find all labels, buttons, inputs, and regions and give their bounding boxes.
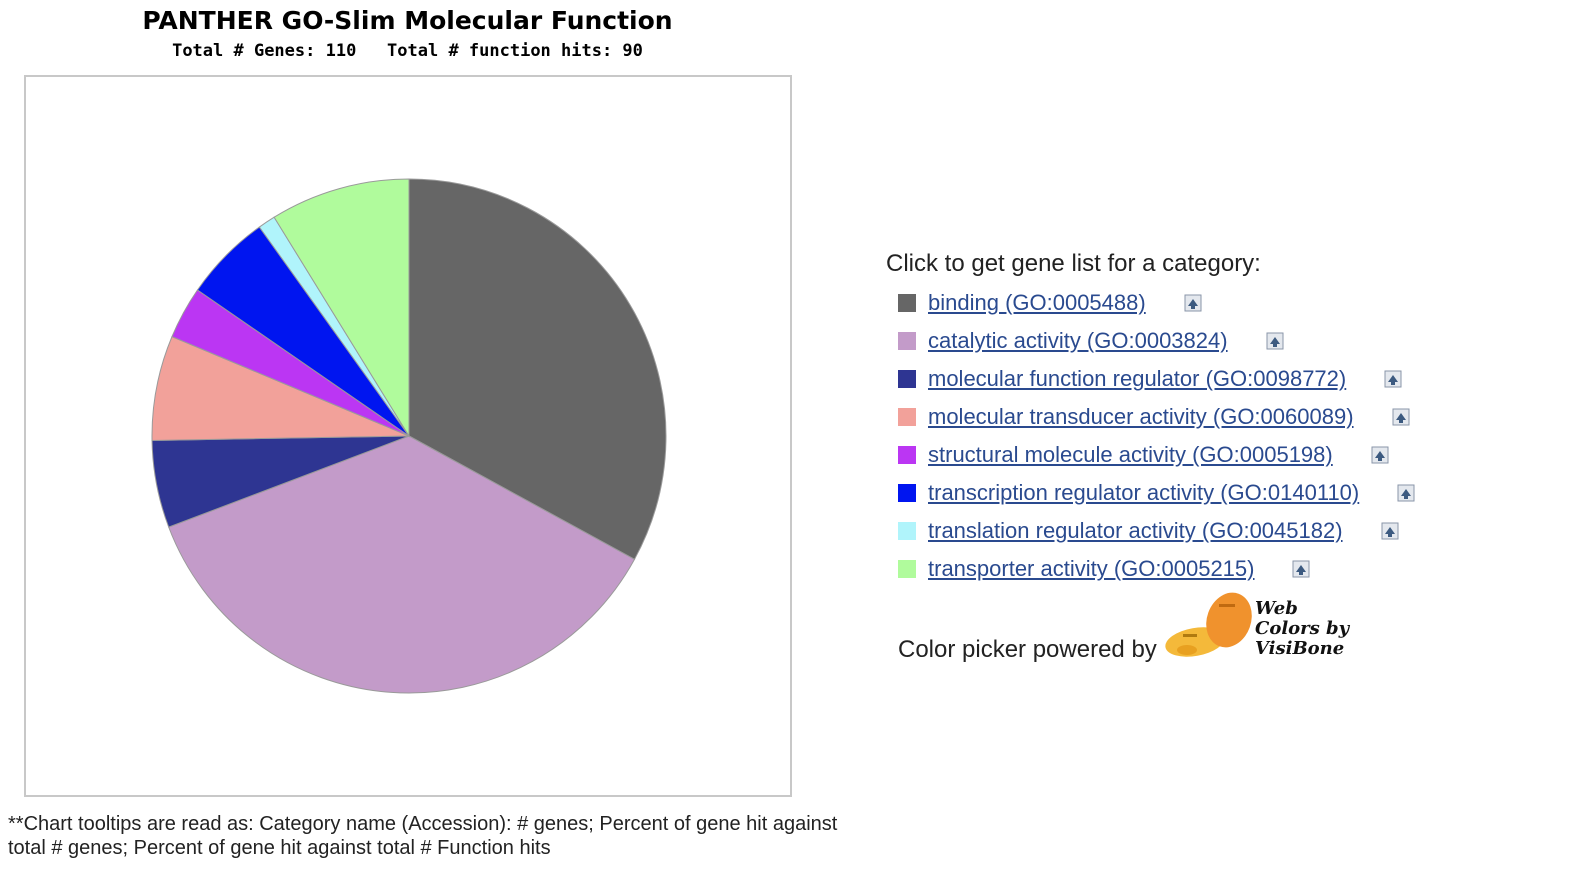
legend-swatch	[898, 408, 916, 426]
total-hits-label: Total # function hits: 90	[387, 41, 643, 61]
color-picker-icon[interactable]	[1371, 446, 1389, 464]
legend-swatch	[898, 332, 916, 350]
legend-swatch	[898, 560, 916, 578]
pie-slice[interactable]	[408, 178, 667, 561]
chart-footnote: **Chart tooltips are read as: Category n…	[8, 813, 838, 859]
pie-slice[interactable]	[168, 435, 636, 694]
legend-category-link[interactable]: binding (GO:0005488)	[928, 290, 1146, 315]
legend-item: structural molecule activity (GO:0005198…	[886, 436, 1526, 474]
color-picker-icon[interactable]	[1384, 370, 1402, 388]
legend-swatch	[898, 522, 916, 540]
legend-swatch	[898, 484, 916, 502]
pie-slice[interactable]	[273, 178, 410, 438]
chart-subtitle: Total # Genes: 110 Total # function hits…	[0, 41, 815, 61]
color-picker-icon[interactable]	[1397, 484, 1415, 502]
legend-list: binding (GO:0005488) catalytic activity (…	[886, 284, 1526, 588]
legend-category-link[interactable]: transporter activity (GO:0005215)	[928, 556, 1255, 581]
legend-swatch	[898, 446, 916, 464]
color-picker-icon[interactable]	[1184, 294, 1202, 312]
powered-by: Color picker powered by Web Colors by Vi…	[898, 590, 1353, 666]
powered-by-text: Color picker powered by	[898, 636, 1157, 663]
color-picker-icon[interactable]	[1381, 522, 1399, 540]
legend-item: transporter activity (GO:0005215)	[886, 550, 1526, 588]
legend: Click to get gene list for a category: b…	[886, 250, 1526, 588]
legend-heading: Click to get gene list for a category:	[886, 250, 1261, 277]
visibone-logo[interactable]: Web Colors by VisiBone	[1163, 590, 1353, 666]
chart-title: PANTHER GO-Slim Molecular Function	[142, 6, 673, 35]
legend-item: translation regulator activity (GO:00451…	[886, 512, 1526, 550]
legend-item: transcription regulator activity (GO:014…	[886, 474, 1526, 512]
legend-category-link[interactable]: molecular function regulator (GO:0098772…	[928, 366, 1347, 391]
legend-swatch	[898, 294, 916, 312]
color-picker-icon[interactable]	[1392, 408, 1410, 426]
legend-category-link[interactable]: structural molecule activity (GO:0005198…	[928, 442, 1333, 467]
logo-text-2: Colors by	[1255, 618, 1351, 639]
logo-text-1: Web	[1255, 598, 1298, 619]
color-picker-icon[interactable]	[1266, 332, 1284, 350]
legend-item: catalytic activity (GO:0003824)	[886, 322, 1526, 360]
pie-chart	[151, 178, 667, 694]
chart-frame	[24, 75, 792, 797]
legend-item: molecular function regulator (GO:0098772…	[886, 360, 1526, 398]
color-picker-icon[interactable]	[1292, 560, 1310, 578]
legend-category-link[interactable]: transcription regulator activity (GO:014…	[928, 480, 1360, 505]
total-genes-label: Total # Genes: 110	[172, 41, 357, 61]
legend-category-link[interactable]: molecular transducer activity (GO:006008…	[928, 404, 1354, 429]
legend-item: binding (GO:0005488)	[886, 284, 1526, 322]
legend-item: molecular transducer activity (GO:006008…	[886, 398, 1526, 436]
legend-swatch	[898, 370, 916, 388]
legend-category-link[interactable]: translation regulator activity (GO:00451…	[928, 518, 1343, 543]
legend-category-link[interactable]: catalytic activity (GO:0003824)	[928, 328, 1228, 353]
logo-text-3: VisiBone	[1255, 638, 1344, 659]
